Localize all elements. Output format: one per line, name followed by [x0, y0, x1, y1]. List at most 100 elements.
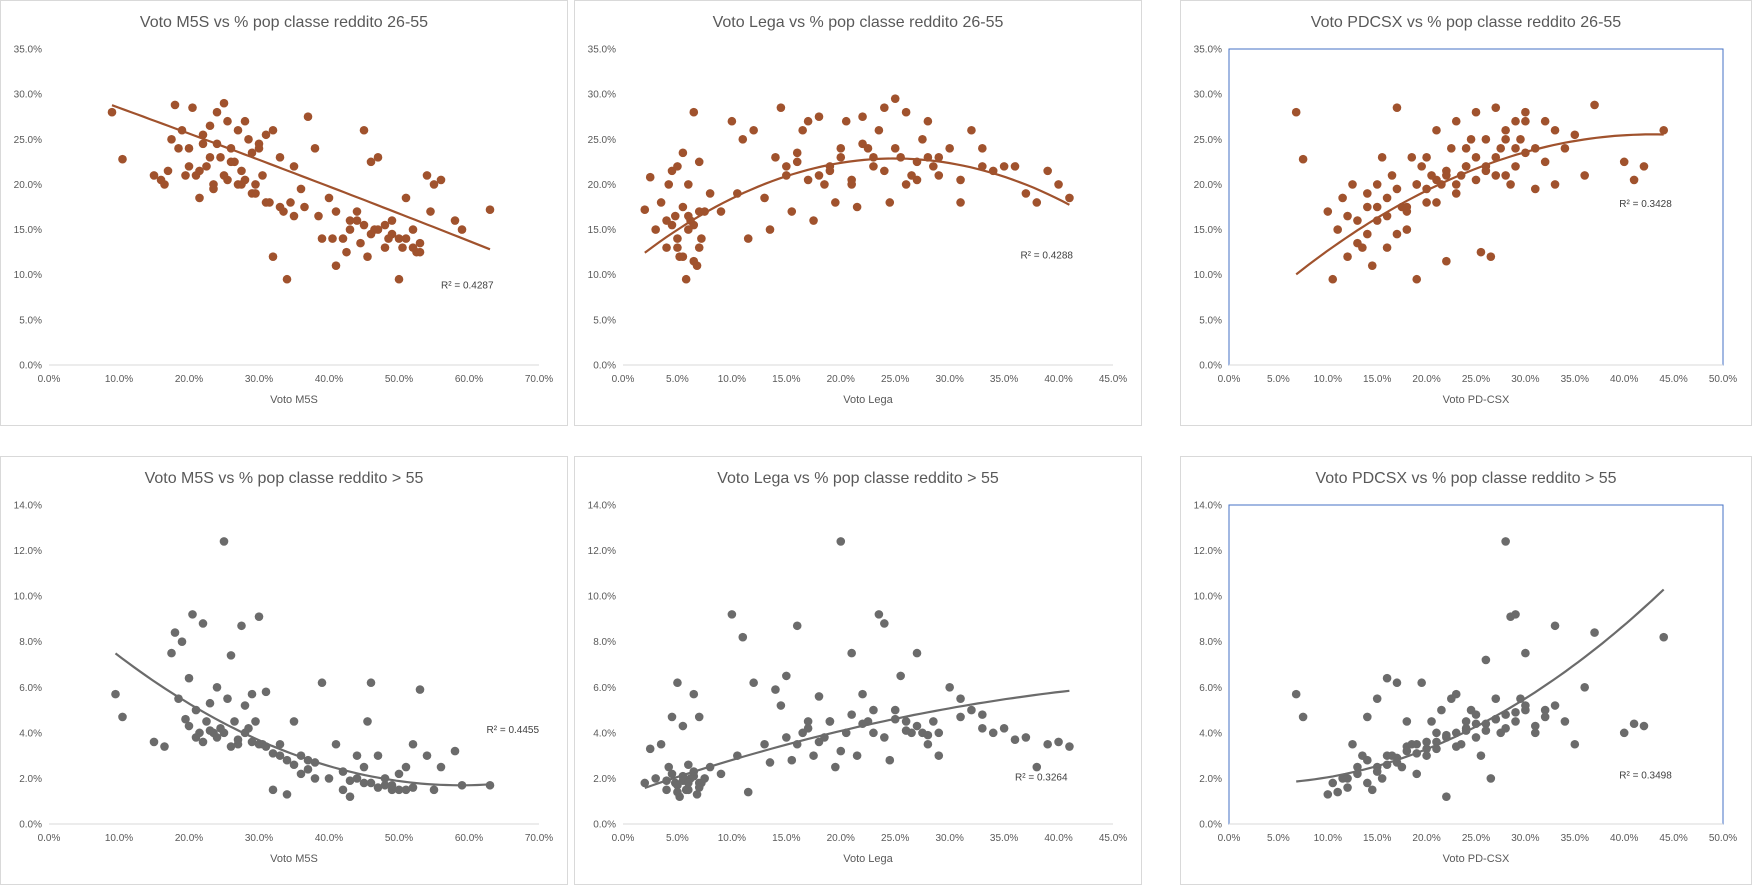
data-point	[1570, 130, 1580, 140]
data-point	[880, 166, 889, 176]
data-point	[1032, 198, 1042, 207]
data-point	[160, 742, 169, 751]
data-point	[1466, 134, 1476, 144]
chart-title: Voto Lega vs % pop classe reddito 26-55	[713, 14, 1004, 31]
data-point	[1521, 701, 1530, 710]
data-point	[1412, 274, 1422, 284]
data-point	[847, 648, 856, 658]
data-point	[310, 774, 320, 783]
data-point	[387, 780, 397, 790]
data-point	[373, 225, 383, 234]
data-point	[956, 712, 965, 722]
data-point	[803, 116, 813, 126]
data-point	[338, 234, 348, 243]
data-point	[1521, 116, 1530, 126]
y-tick-label: 2.0%	[593, 774, 616, 785]
data-point	[408, 783, 418, 792]
data-point	[181, 714, 190, 724]
data-point	[673, 162, 682, 171]
data-point	[1363, 189, 1372, 198]
data-point	[345, 216, 355, 225]
data-point	[1580, 682, 1589, 692]
data-point	[1530, 184, 1540, 194]
trendline	[644, 157, 1070, 254]
data-point	[1298, 712, 1308, 722]
chart-panel-pdcsx-26-55: Voto PDCSX vs % pop classe reddito 26-55…	[1180, 0, 1752, 426]
data-point	[792, 148, 802, 158]
data-point	[934, 728, 944, 738]
data-point	[366, 678, 376, 688]
x-tick-label: 0.0%	[1218, 833, 1241, 844]
data-point	[394, 769, 404, 779]
data-point	[656, 198, 666, 207]
data-point	[705, 189, 715, 198]
data-point	[1442, 730, 1451, 740]
data-point	[945, 144, 954, 153]
data-point	[401, 234, 411, 243]
x-tick-label: 10.0%	[105, 833, 133, 844]
data-point	[645, 172, 655, 182]
trendline	[1295, 133, 1664, 276]
data-point	[184, 144, 194, 153]
data-point	[858, 139, 867, 149]
data-point	[869, 162, 878, 171]
data-point	[373, 751, 383, 760]
r-squared-label: R² = 0.4288	[1020, 250, 1073, 261]
data-point	[836, 153, 846, 162]
data-point	[1511, 144, 1520, 153]
data-point	[485, 205, 495, 215]
data-point	[901, 107, 911, 117]
data-point	[1343, 211, 1352, 221]
data-point	[219, 537, 229, 546]
data-point	[167, 134, 176, 144]
x-tick-label: 50.0%	[385, 374, 413, 385]
data-point	[1530, 728, 1540, 738]
data-point	[988, 728, 998, 738]
data-point	[782, 733, 791, 742]
y-tick-label: 0.0%	[19, 820, 42, 831]
data-point	[1501, 125, 1510, 135]
data-point	[363, 252, 372, 261]
y-tick-label: 6.0%	[19, 683, 42, 694]
data-point	[670, 211, 680, 221]
data-point	[1629, 175, 1639, 185]
data-point	[1323, 207, 1333, 216]
data-point	[673, 787, 682, 797]
chart-panel-lega-26-55: Voto Lega vs % pop classe reddito 26-55 0…	[574, 0, 1142, 426]
data-point	[912, 175, 922, 185]
data-point	[803, 717, 813, 726]
data-point	[640, 778, 650, 788]
data-point	[380, 780, 390, 790]
data-point	[684, 778, 693, 788]
x-tick-label: 20.0%	[827, 833, 855, 844]
y-tick-label: 14.0%	[14, 501, 42, 512]
data-point	[1412, 180, 1422, 189]
data-point	[787, 207, 797, 216]
data-point	[689, 689, 699, 699]
data-point	[247, 189, 257, 198]
data-point	[809, 751, 818, 760]
x-tick-label: 40.0%	[315, 833, 343, 844]
data-point	[1043, 166, 1052, 176]
data-point	[776, 701, 786, 710]
x-tick-label: 60.0%	[455, 833, 483, 844]
data-point	[331, 739, 341, 749]
data-point	[673, 234, 682, 243]
data-point	[233, 180, 243, 189]
x-tick-label: 0.0%	[612, 374, 635, 385]
data-point	[858, 689, 867, 699]
data-point	[1392, 229, 1402, 239]
x-tick-label: 10.0%	[1314, 833, 1342, 844]
data-point	[1010, 735, 1020, 744]
data-point	[174, 144, 183, 153]
data-point	[1363, 229, 1372, 239]
data-point	[765, 758, 775, 767]
data-point	[831, 198, 840, 207]
data-point	[825, 166, 835, 176]
data-point	[1422, 198, 1431, 207]
data-point	[188, 103, 197, 112]
data-point	[678, 252, 688, 261]
x-axis-title: Voto M5S	[270, 853, 318, 865]
x-tick-label: 40.0%	[1044, 833, 1072, 844]
x-tick-label: 15.0%	[772, 833, 800, 844]
